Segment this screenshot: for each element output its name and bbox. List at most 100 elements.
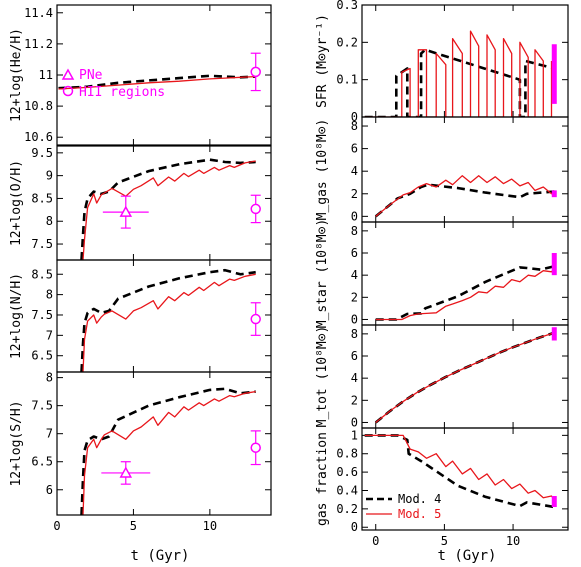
y-tick-label: 2 (351, 393, 358, 407)
series-group (80, 268, 256, 372)
series-group (80, 158, 256, 260)
y-tick-label: 0.3 (336, 0, 358, 12)
y-axis-label: 12+log(S/H) (9, 400, 24, 486)
y-tick-label: 7.5 (31, 308, 53, 322)
y-tick-label: 0.2 (336, 35, 358, 49)
series-line-mod4 (80, 158, 256, 260)
y-tick-label: 6.5 (31, 455, 53, 469)
y-tick-label: 9 (46, 169, 53, 183)
legend-observations: PNe HII regions (61, 68, 165, 100)
y-tick-label: 0 (351, 312, 358, 326)
series-line-mod5 (364, 30, 553, 117)
y-tick-label: 6.5 (31, 349, 53, 363)
panel-mgas: 0 2 4 6 8 M_gas (10⁸M⊙) (315, 116, 569, 223)
legend-hii-label: HII regions (79, 85, 165, 100)
panel-s: 0 5 10 6 6.5 7 7.5 8 12+log(S/H) (9, 371, 272, 533)
y-tick-label: 6 (351, 246, 358, 260)
y-tick-label: 7 (46, 328, 53, 342)
y-tick-label: 4 (351, 268, 358, 282)
series-line-mod4 (364, 48, 555, 117)
series-group (374, 331, 555, 424)
y-tick-label: 8 (46, 288, 53, 302)
observation-triangle (119, 205, 133, 217)
x-tick-label: 5 (441, 534, 448, 548)
y-tick-label: 11.2 (24, 37, 53, 51)
y-tick-label: 0.8 (336, 447, 358, 461)
legend-models: Mod. 4 Mod. 5 (366, 492, 441, 521)
y-tick-label: 2 (351, 187, 358, 201)
panels: 10.6 10.8 11 11.2 11.412+log(He/H) 7.5 8 8.5 9 9.… (9, 0, 569, 548)
y-axis-label: M_star (10⁸M⊙) (315, 219, 330, 329)
series-line-mod4 (375, 265, 555, 321)
series-line-mod4 (80, 387, 256, 515)
y-tick-label: 0.4 (336, 483, 358, 497)
y-tick-label: 0.6 (336, 465, 358, 479)
series-line-mod5 (82, 390, 256, 515)
y-tick-label: 8 (46, 214, 53, 228)
series-line-mod5 (82, 273, 256, 372)
y-tick-label: 7.5 (31, 399, 53, 413)
series-group (375, 265, 555, 321)
panel-frac: 0 5 10 0 0.2 0.4 0.6 0.8 1 gas fraction (315, 427, 569, 548)
observation-circle (250, 442, 261, 453)
y-tick-label: 10.6 (24, 130, 53, 144)
legend-pne-label: PNe (79, 68, 103, 83)
series-line-mod5 (375, 332, 555, 424)
panel-mstar: 0 2 4 6 8 M_star (10⁸M⊙) (315, 219, 569, 329)
legend-mod5-label: Mod. 5 (398, 507, 441, 521)
y-tick-label: 8 (351, 119, 358, 133)
series-line-mod5 (82, 160, 256, 260)
series-line-mod5 (364, 434, 555, 501)
y-axis-label: 12+log(He/H) (9, 28, 24, 122)
legend-mod4-label: Mod. 4 (398, 492, 441, 506)
series-line-mod5 (58, 75, 256, 90)
y-tick-label: 4 (351, 164, 358, 178)
x-tick-label: 0 (53, 519, 60, 533)
y-tick-label: 0.2 (336, 502, 358, 516)
y-tick-label: 8.5 (31, 191, 53, 205)
y-tick-label: 8 (351, 327, 358, 341)
y-tick-label: 0.1 (336, 73, 358, 87)
series-line-mod5 (375, 268, 555, 321)
panel-he: 10.6 10.8 11 11.2 11.412+log(He/H) (9, 4, 272, 146)
y-tick-label: 6 (351, 349, 358, 363)
y-tick-label: 7 (46, 427, 53, 441)
x-tick-label: 10 (203, 519, 217, 533)
legend-pne-marker (61, 68, 75, 80)
series-group (364, 30, 555, 117)
series-group (58, 74, 256, 90)
panel-frame (56, 4, 272, 146)
y-tick-label: 11 (39, 68, 53, 82)
y-axis-label: gas fraction (315, 432, 330, 526)
y-tick-label: 9.5 (31, 146, 53, 160)
series-line-mod4 (80, 268, 256, 372)
y-tick-label: 4 (351, 371, 358, 385)
y-tick-label: 11.4 (24, 6, 53, 20)
y-tick-label: 2 (351, 290, 358, 304)
x-axis-label-right: t (Gyr) (437, 548, 496, 564)
y-tick-label: 0 (351, 415, 358, 429)
series-line-mod4 (58, 74, 256, 90)
observation-circle (250, 203, 261, 215)
series-line-mod5 (375, 175, 555, 217)
x-tick-label: 10 (506, 534, 520, 548)
panel-o: 7.5 8 8.5 9 9.5 12+log(O/H) (9, 145, 272, 261)
y-tick-label: 6 (46, 483, 53, 497)
y-axis-label: 12+log(O/H) (9, 160, 24, 246)
y-tick-label: 6 (351, 142, 358, 156)
series-group (80, 387, 256, 515)
observation-circle (250, 66, 261, 78)
y-axis-label: M_tot (10⁸M⊙) (315, 326, 330, 428)
y-tick-label: 10.8 (24, 99, 53, 113)
y-tick-label: 7.5 (31, 237, 53, 251)
x-tick-label: 0 (372, 534, 379, 548)
y-tick-label: 0 (351, 110, 358, 124)
observation-triangle (119, 466, 133, 478)
y-tick-label: 0 (351, 520, 358, 534)
y-tick-label: 8 (46, 371, 53, 385)
legend-hii-marker (62, 85, 74, 97)
y-tick-label: 0 (351, 209, 358, 223)
y-tick-label: 8 (351, 224, 358, 238)
panel-frame (361, 427, 569, 531)
